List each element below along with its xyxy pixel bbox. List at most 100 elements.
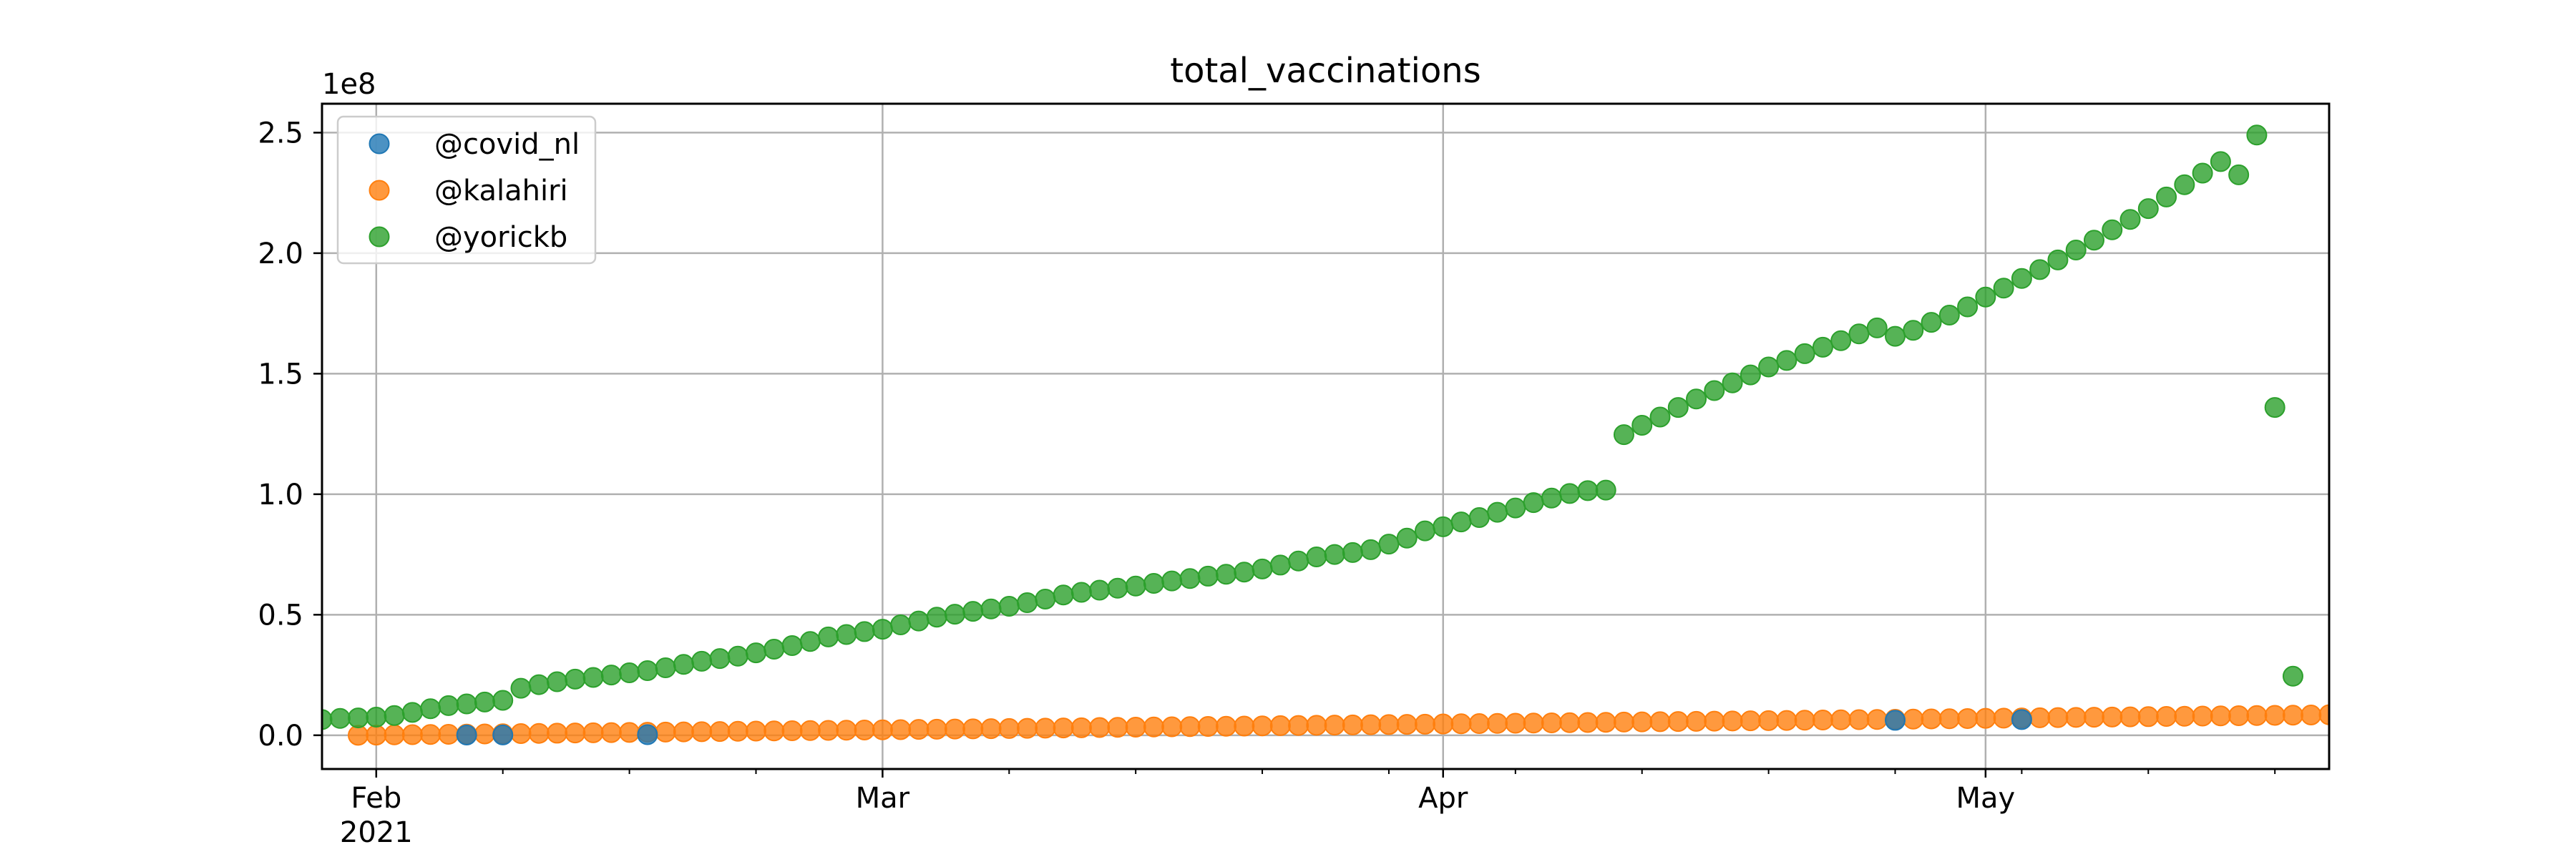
data-point-yorickb [1722, 372, 1743, 393]
data-point-yorickb [619, 662, 640, 684]
data-point-yorickb [1378, 534, 1400, 555]
data-point-kalahiri [1704, 710, 1725, 732]
data-point-yorickb [329, 707, 351, 729]
data-point-yorickb [456, 693, 477, 715]
data-point-yorickb [998, 596, 1020, 617]
legend-label: @covid_nl [434, 128, 580, 161]
data-point-kalahiri [2318, 704, 2329, 725]
data-point-yorickb [1089, 579, 1111, 601]
data-point-yorickb [2192, 162, 2213, 184]
data-point-kalahiri [1957, 707, 1979, 729]
data-point-yorickb [600, 665, 622, 686]
data-point-yorickb [1342, 542, 1363, 563]
data-point-kalahiri [2083, 707, 2104, 728]
data-point-yorickb [1360, 539, 1382, 560]
data-point-yorickb [2119, 209, 2141, 230]
data-point-yorickb [1487, 501, 1508, 523]
data-point-kalahiri [2228, 705, 2250, 726]
data-point-yorickb [745, 642, 766, 664]
data-point-yorickb [1975, 286, 1996, 308]
data-point-yorickb [799, 631, 821, 652]
data-point-kalahiri [745, 720, 766, 742]
data-point-kalahiri [1161, 716, 1183, 738]
data-point-kalahiri [600, 722, 622, 743]
data-point-yorickb [401, 702, 423, 723]
data-point-yorickb [1523, 492, 1544, 514]
data-point-yorickb [1812, 336, 1833, 358]
data-point-kalahiri [1523, 712, 1544, 734]
data-point-yorickb [1269, 554, 1291, 576]
data-point-yorickb [1125, 575, 1146, 597]
data-point-yorickb [1324, 544, 1345, 565]
data-point-yorickb [872, 619, 893, 640]
data-point-yorickb [1252, 558, 1273, 579]
data-point-yorickb [1107, 577, 1128, 599]
data-point-kalahiri [366, 725, 387, 746]
data-point-yorickb [1433, 516, 1454, 537]
data-point-yorickb [2228, 164, 2250, 185]
legend-box [336, 115, 597, 265]
data-point-kalahiri [2210, 705, 2231, 727]
data-point-yorickb [1794, 343, 1815, 364]
data-point-yorickb [1017, 592, 1038, 613]
data-point-kalahiri [1360, 714, 1382, 735]
data-point-yorickb [637, 660, 658, 682]
data-point-kalahiri [1288, 715, 1309, 736]
data-point-yorickb [492, 690, 514, 711]
y-tick-label: 1.0 [258, 479, 303, 511]
data-point-kalahiri [854, 719, 875, 740]
data-point-yorickb [709, 648, 731, 670]
data-point-yorickb [1143, 573, 1164, 594]
data-point-kalahiri [1269, 715, 1291, 736]
data-point-yorickb [384, 705, 405, 726]
data-point-yorickb [2065, 240, 2087, 261]
data-point-kalahiri [781, 720, 803, 742]
data-point-yorickb [1197, 565, 1219, 587]
data-point-yorickb [1885, 325, 1906, 347]
data-point-kalahiri [1649, 711, 1671, 733]
data-point-kalahiri [1938, 708, 1960, 730]
data-point-kalahiri [1197, 715, 1219, 737]
data-point-yorickb [1649, 406, 1671, 428]
data-point-yorickb [528, 674, 550, 695]
data-point-kalahiri [1921, 708, 1942, 730]
legend-label: @yorickb [434, 221, 567, 254]
grid-layer [322, 104, 2329, 769]
data-point-kalahiri [1758, 710, 1780, 731]
data-point-kalahiri [1306, 715, 1327, 736]
data-point-kalahiri [1107, 717, 1128, 738]
data-point-yorickb [1957, 296, 1979, 318]
data-point-kalahiri [2301, 704, 2322, 725]
data-point-yorickb [1667, 397, 1689, 418]
data-point-yorickb [1848, 323, 1870, 345]
data-point-kalahiri [1450, 713, 1472, 735]
data-point-kalahiri [1812, 710, 1833, 731]
data-point-kalahiri [1686, 710, 1707, 732]
data-point-yorickb [547, 671, 568, 692]
data-point-kalahiri [1414, 713, 1435, 735]
data-point-kalahiri [2119, 706, 2141, 728]
data-point-yorickb [1070, 582, 1092, 603]
data-point-yorickb [1686, 388, 1707, 410]
data-point-covid-nl [456, 724, 477, 745]
data-point-kalahiri [1487, 712, 1508, 734]
data-point-kalahiri [799, 720, 821, 741]
data-point-yorickb [962, 601, 984, 622]
data-point-yorickb [1505, 497, 1526, 519]
data-point-yorickb [1288, 550, 1309, 572]
data-point-kalahiri [1053, 717, 1074, 739]
data-point-kalahiri [908, 719, 930, 740]
data-point-yorickb [1830, 330, 1852, 351]
data-point-yorickb [944, 604, 965, 625]
axes-frame [321, 102, 2331, 770]
data-point-yorickb [2083, 230, 2104, 251]
data-point-yorickb [1306, 546, 1327, 567]
data-point-kalahiri [528, 723, 550, 744]
data-point-yorickb [1216, 564, 1237, 585]
data-point-kalahiri [2065, 707, 2087, 728]
data-point-kalahiri [1631, 711, 1653, 733]
data-point-yorickb [2210, 151, 2231, 172]
data-point-kalahiri [2047, 707, 2069, 728]
data-point-yorickb [781, 635, 803, 656]
